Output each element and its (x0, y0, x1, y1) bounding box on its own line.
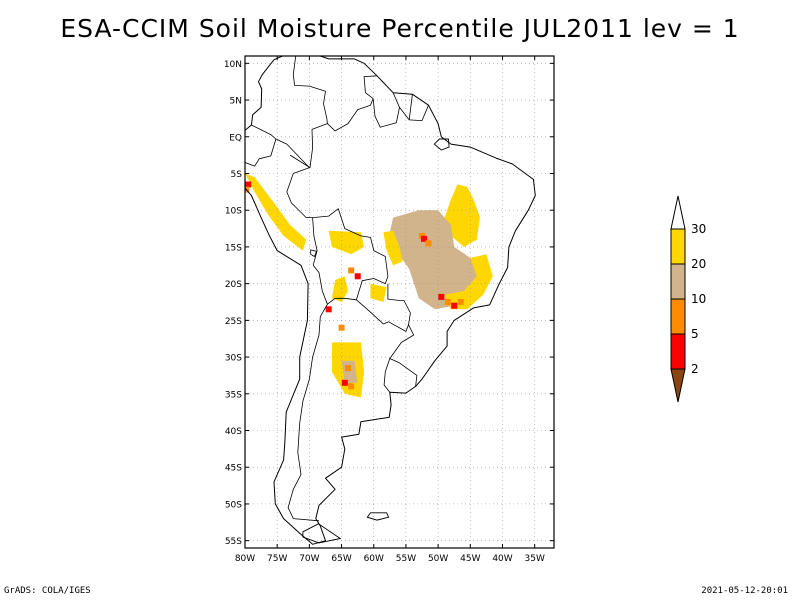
hotspot-5to10-8 (348, 267, 355, 274)
coastline (245, 56, 536, 545)
lake-outline-0 (310, 249, 318, 258)
country-border-11 (363, 75, 378, 93)
legend-label: 20 (691, 257, 706, 271)
lon-tick-label: 55W (396, 554, 416, 564)
island-outline-1 (366, 512, 390, 521)
legend-triangle-top (670, 195, 686, 230)
legend-box-3 (670, 333, 686, 370)
country-border-0 (251, 124, 310, 168)
shading-chaco-dry (331, 276, 348, 302)
country-border-7 (389, 324, 418, 387)
lat-tick-label: 40S (225, 427, 242, 437)
hotspot-2to5-1 (421, 235, 427, 242)
lat-tick-label: 25S (225, 317, 242, 327)
legend-triangle-bottom (670, 368, 686, 403)
shading-paraguay-dry (370, 283, 387, 302)
lon-tick-label: 80W (235, 554, 255, 564)
lat-tick-label: 35S (225, 390, 242, 400)
lon-tick-label: 45W (460, 554, 480, 564)
hotspot-5to10-2 (425, 240, 432, 247)
lat-tick-label: 55S (225, 537, 242, 547)
country-border-9 (289, 92, 374, 169)
shading-central-brazil-dry (389, 210, 480, 310)
country-border-4 (312, 208, 389, 277)
timestamp: 2021-05-12-20:01 (701, 586, 788, 596)
shading-peru-coast-dry (245, 173, 307, 251)
colorbar-legend: 30 20 10 5 2 (670, 195, 706, 403)
hotspot-2to5-7 (354, 273, 361, 280)
legend-label-top: 30 (691, 222, 706, 236)
chart-title: ESA-CCIM Soil Moisture Percentile JUL201… (60, 14, 740, 43)
shading-se-brazil-dry (444, 254, 493, 310)
lat-tick-label: 30S (225, 354, 242, 364)
lat-tick-label: 50S (225, 500, 242, 510)
lon-tick-label: 60W (364, 554, 384, 564)
soil-moisture-shading (245, 173, 493, 398)
hotspot-5to10-10 (245, 186, 250, 193)
coastlines-and-borders (245, 56, 536, 545)
lon-tick-label: 70W (299, 554, 319, 564)
hotspot-5to10-13 (348, 383, 355, 390)
lat-tick-label: 5N (230, 97, 242, 107)
shading-bolivia-dry (328, 230, 365, 255)
map-frame (244, 55, 555, 549)
lat-tick-label: 5S (231, 170, 243, 180)
country-border-1 (245, 138, 277, 167)
lon-tick-label: 35W (525, 554, 545, 564)
shading-ne-brazil-dry (444, 184, 480, 247)
lat-tick-label: 45S (225, 464, 242, 474)
legend-label: 5 (691, 327, 699, 341)
island-outline-0 (302, 523, 342, 544)
hotspot-5to10-6 (457, 299, 464, 305)
lat-tick-label: EQ (229, 133, 242, 143)
lon-tick-label: 65W (331, 554, 351, 564)
grads-credit: GrADS: COLA/IGES (4, 586, 91, 596)
lat-tick-label: 10S (225, 207, 242, 217)
lon-tick-label: 50W (428, 554, 448, 564)
country-border-10 (292, 56, 328, 124)
country-border-3 (287, 265, 328, 522)
lat-tick-label: 15S (225, 243, 242, 253)
country-border-14 (408, 94, 413, 120)
legend-box-0 (670, 228, 686, 265)
hotspot-5to10-15 (338, 324, 345, 331)
country-border-5 (327, 276, 389, 305)
legend-box-2 (670, 298, 686, 335)
hotspot-5to10-4 (444, 299, 451, 305)
lat-lon-grid (245, 56, 554, 548)
lat-tick-label: 20S (225, 280, 242, 290)
legend-label: 10 (691, 292, 706, 306)
lon-tick-label: 40W (492, 554, 512, 564)
country-border-2 (286, 167, 318, 266)
country-border-12 (372, 92, 400, 128)
hotspot-2to5-12 (341, 379, 348, 386)
legend-box-1 (670, 263, 686, 300)
hotspot-2to5-9 (245, 181, 252, 188)
lat-tick-label: 10N (224, 60, 242, 70)
island-outline-2 (433, 138, 450, 151)
shading-mato-grosso-edge (383, 230, 403, 266)
lon-tick-label: 75W (267, 554, 287, 564)
hotspot-2to5-14 (325, 306, 332, 313)
axis-ticks: 10N 5N EQ 5S 10S 15S 20S 25S 30S 35S 40S 45S 50S 55S 8… (224, 56, 554, 564)
country-border-13 (399, 105, 429, 121)
country-border-8 (383, 358, 391, 393)
hotspot-2to5-3 (438, 293, 445, 300)
hotspot-5to10-11 (345, 365, 351, 372)
hotspot-2to5-5 (451, 302, 458, 309)
legend-label-bottom: 2 (691, 362, 699, 376)
